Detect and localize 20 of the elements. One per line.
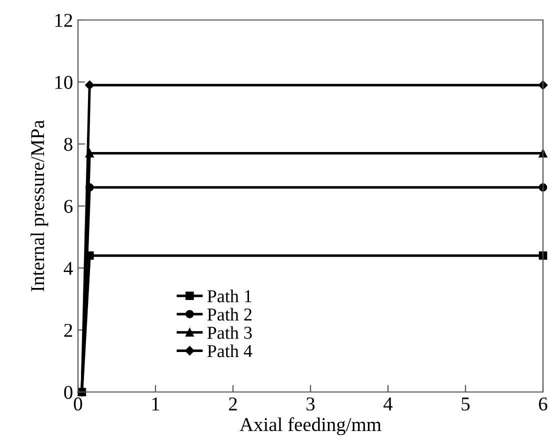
y-tick-label: 0 bbox=[64, 386, 72, 399]
y-tick-label: 12 bbox=[55, 14, 72, 27]
x-tick-label: 3 bbox=[306, 397, 315, 411]
y-tick-label: 4 bbox=[64, 262, 73, 275]
legend-label: Path 4 bbox=[207, 344, 252, 358]
x-tick-label: 6 bbox=[538, 397, 548, 411]
legend-label: Path 3 bbox=[207, 326, 252, 339]
x-tick-label: 0 bbox=[74, 397, 82, 411]
legend-label: Path 2 bbox=[207, 308, 252, 321]
y-tick-label: 8 bbox=[64, 138, 72, 151]
y-tick-label: 10 bbox=[55, 76, 72, 89]
x-tick-label: 4 bbox=[384, 398, 393, 410]
y-axis-title: Internal pressure/MPa bbox=[30, 120, 48, 292]
x-tick-label: 1 bbox=[152, 398, 160, 410]
x-axis-title: Axial feeding/mm bbox=[240, 417, 382, 436]
x-tick-label: 5 bbox=[462, 398, 470, 411]
legend-label: Path 1 bbox=[207, 290, 252, 302]
y-tick-label: 2 bbox=[64, 324, 72, 337]
y-tick-label: 6 bbox=[64, 200, 73, 213]
x-tick-label: 2 bbox=[228, 397, 237, 410]
